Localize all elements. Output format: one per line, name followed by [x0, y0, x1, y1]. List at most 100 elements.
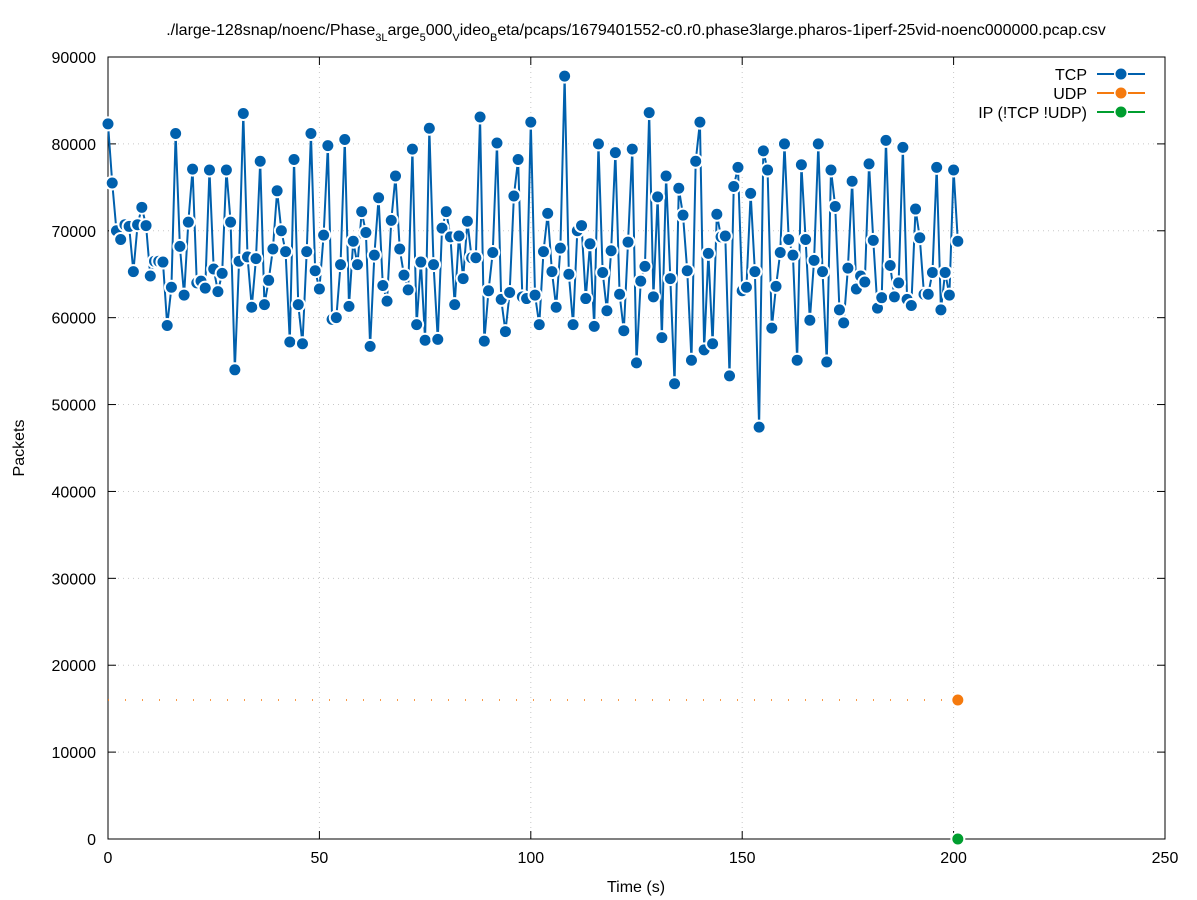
data-point: [647, 291, 659, 303]
data-point: [787, 249, 799, 261]
legend-marker: [1115, 106, 1127, 118]
data-point: [804, 314, 816, 326]
data-point: [753, 421, 765, 433]
data-point: [390, 170, 402, 182]
data-point: [829, 200, 841, 212]
data-point: [174, 240, 186, 252]
data-point: [762, 164, 774, 176]
data-point: [512, 154, 524, 166]
data-point: [673, 182, 685, 194]
data-point: [212, 286, 224, 298]
legend-marker: [1115, 68, 1127, 80]
data-point: [643, 107, 655, 119]
data-point: [144, 270, 156, 282]
data-point: [525, 116, 537, 128]
data-point: [931, 161, 943, 173]
data-point: [656, 332, 668, 344]
data-point: [385, 214, 397, 226]
axis-ticks: [107, 56, 1166, 840]
data-point: [757, 145, 769, 157]
data-point: [622, 236, 634, 248]
data-point: [635, 275, 647, 287]
data-point: [318, 229, 330, 241]
data-point: [740, 281, 752, 293]
data-point: [952, 235, 964, 247]
data-point: [626, 143, 638, 155]
data-point: [812, 138, 824, 150]
data-point: [313, 283, 325, 295]
data-point: [246, 301, 258, 313]
data-point: [770, 280, 782, 292]
data-point: [161, 319, 173, 331]
data-point: [411, 319, 423, 331]
data-point: [537, 246, 549, 258]
data-point: [728, 180, 740, 192]
series-0: [100, 68, 966, 435]
y-tick-label: 40000: [52, 484, 97, 501]
data-point: [436, 222, 448, 234]
data-point: [415, 256, 427, 268]
x-tick-label: 150: [729, 850, 756, 867]
data-point: [478, 335, 490, 347]
data-point: [504, 286, 516, 298]
data-point: [187, 163, 199, 175]
data-point: [935, 304, 947, 316]
data-point: [373, 192, 385, 204]
data-point: [863, 158, 875, 170]
data-point: [419, 334, 431, 346]
data-point: [681, 265, 693, 277]
data-point: [542, 207, 554, 219]
data-point: [707, 338, 719, 350]
x-tick-label: 0: [104, 850, 113, 867]
series-2: [950, 831, 966, 847]
data-point: [499, 326, 511, 338]
data-point: [330, 312, 342, 324]
data-point: [939, 266, 951, 278]
data-point: [559, 70, 571, 82]
data-point: [170, 127, 182, 139]
y-axis-title: Packets: [11, 420, 28, 477]
data-point: [115, 233, 127, 245]
data-point: [609, 147, 621, 159]
data-point: [952, 833, 964, 845]
data-point: [702, 247, 714, 259]
data-point: [487, 247, 499, 258]
data-point: [165, 281, 177, 293]
data-point: [263, 274, 275, 286]
x-tick-label: 250: [1152, 850, 1179, 867]
data-point: [677, 209, 689, 221]
series-layer: [100, 68, 966, 847]
data-point: [711, 208, 723, 220]
data-point: [905, 300, 917, 312]
series-line-tcp: [107, 76, 959, 428]
data-point: [592, 138, 604, 150]
y-tick-label: 60000: [52, 311, 97, 328]
series-1: [108, 692, 965, 707]
data-point: [952, 694, 964, 706]
data-point: [660, 170, 672, 182]
data-point: [833, 304, 845, 316]
data-point: [381, 295, 393, 307]
data-point: [203, 164, 215, 176]
data-point: [884, 260, 896, 272]
y-tick-label: 80000: [52, 137, 97, 154]
data-point: [280, 246, 292, 258]
data-point: [597, 266, 609, 278]
data-point: [356, 206, 368, 218]
data-point: [842, 262, 854, 274]
data-point: [550, 301, 562, 313]
y-tick-label: 10000: [52, 745, 97, 762]
data-point: [423, 122, 435, 134]
data-point: [461, 215, 473, 227]
data-point: [867, 234, 879, 246]
data-point: [888, 291, 900, 303]
data-point: [943, 289, 955, 301]
data-point: [335, 259, 347, 271]
data-point: [669, 378, 681, 390]
data-point: [343, 300, 355, 312]
data-point: [449, 299, 461, 311]
x-tick-label: 100: [517, 850, 544, 867]
data-point: [453, 230, 465, 242]
data-point: [584, 238, 596, 250]
